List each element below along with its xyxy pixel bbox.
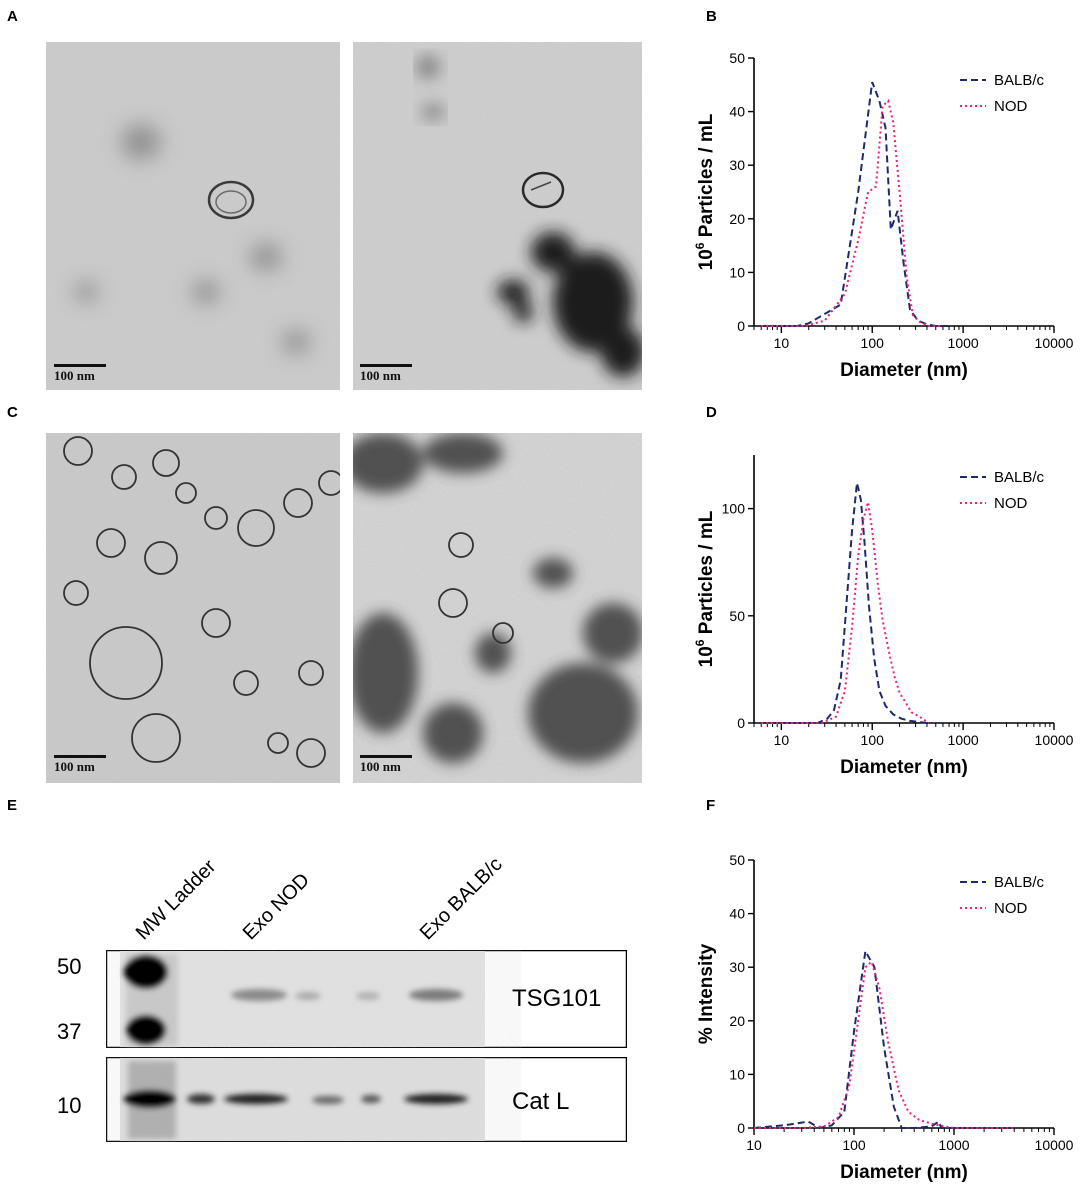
nta-chart-b: 0 10 20 30 40 50 10 100 1000 10000 Diameter (nm) 10… [693,50,1074,381]
tem-micrograph-c-balbc [46,433,340,783]
panel-letter-a: A [7,8,18,25]
x-tick-label: 10 [774,732,790,748]
lane-label-mw-ladder: MW Ladder [131,855,221,945]
x-tick-label: 1000 [948,335,979,351]
scale-bar-label: 100 nm [360,759,401,774]
series-line-balbc [753,948,1015,1130]
scale-bar-label: 100 nm [54,759,95,774]
y-tick-label: 30 [729,959,745,975]
scale-bar-c-right: 100 nm [360,755,412,775]
series-line-balbc [761,81,949,327]
y-tick-label: 50 [729,50,745,66]
panel-letter-f: F [706,797,716,814]
scale-bar-label: 100 nm [360,368,401,383]
series-line-nod [761,98,943,327]
tem-micrograph-a-nod [353,42,642,390]
legend-label: NOD [994,495,1028,512]
y-tick-label: 100 [722,501,746,517]
legend-label: BALB/c [994,72,1045,89]
y-tick-label: 20 [729,1013,745,1029]
legend-label: BALB/c [994,469,1045,486]
legend-label: BALB/c [994,874,1045,891]
x-tick-label: 100 [861,732,885,748]
tem-micrograph-c-nod [353,433,642,783]
nta-chart-d: 0 50 100 10 100 1000 10000 Diameter (nm) 106 Par… [693,455,1074,778]
lane-label-exo-balbc: Exo BALB/c [415,853,507,945]
western-blot-tsg101 [106,950,627,1048]
panel-letter-e: E [7,797,18,814]
x-tick-label: 100 [842,1137,866,1153]
y-tick-label: 0 [737,318,745,334]
y-tick-label: 40 [729,104,745,120]
y-axis-label: % Intensity [696,943,717,1044]
x-tick-label: 100 [861,335,885,351]
scale-bar-a-right: 100 nm [360,364,412,384]
tem-micrograph-a-balbc [46,42,340,390]
x-tick-label: 10000 [1035,335,1074,351]
x-tick-label: 10 [746,1137,762,1153]
x-axis-label: Diameter (nm) [840,1162,968,1183]
scale-bar-a-left: 100 nm [54,364,106,384]
y-tick-label: 40 [729,906,745,922]
mw-marker-37: 37 [57,1019,82,1044]
y-tick-label: 20 [729,211,745,227]
y-tick-label: 0 [737,715,745,731]
panel-letter-c: C [7,404,18,421]
x-tick-label: 1000 [938,1137,969,1153]
x-tick-label: 10000 [1035,1137,1074,1153]
series-line-nod [754,960,1015,1129]
legend-label: NOD [994,98,1028,115]
western-blot-catl [106,1057,627,1142]
x-tick-label: 1000 [948,732,979,748]
band-label-catl: Cat L [512,1088,570,1115]
y-tick-label: 30 [729,157,745,173]
y-tick-label: 10 [729,1066,745,1082]
y-axis-label: 106 Particles / mL [693,113,717,270]
y-tick-label: 10 [729,264,745,280]
mw-marker-10: 10 [57,1093,82,1118]
y-axis-label: 106 Particles / mL [693,510,717,667]
y-tick-label: 0 [737,1120,745,1136]
panel-letter-b: B [706,8,717,25]
band-label-tsg101: TSG101 [512,985,602,1012]
x-axis-label: Diameter (nm) [840,757,968,778]
scale-bar-c-left: 100 nm [54,755,106,775]
x-tick-label: 10 [774,335,790,351]
mw-marker-50: 50 [57,954,82,979]
x-tick-label: 10000 [1035,732,1074,748]
x-axis-label: Diameter (nm) [840,360,968,381]
panel-letter-d: D [706,404,717,421]
lane-label-exo-nod: Exo NOD [238,869,315,945]
scale-bar-label: 100 nm [54,368,95,383]
legend-label: NOD [994,900,1028,917]
series-line-balbc [761,482,928,724]
y-tick-label: 50 [729,608,745,624]
y-tick-label: 50 [729,852,745,868]
